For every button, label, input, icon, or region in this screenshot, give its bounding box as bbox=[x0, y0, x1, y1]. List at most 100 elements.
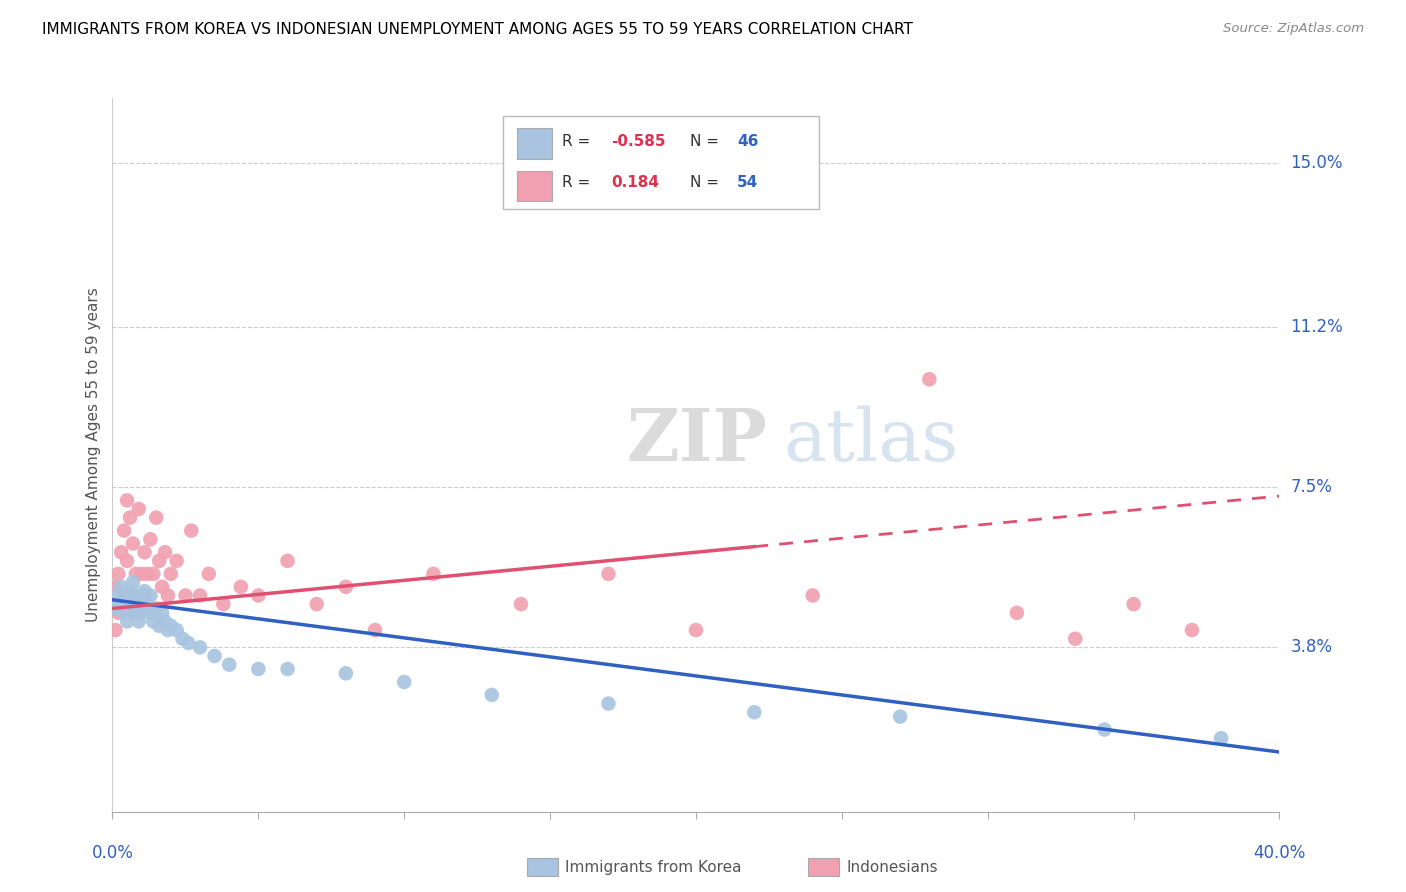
Point bbox=[125, 589, 148, 603]
Text: 3.8%: 3.8% bbox=[1291, 639, 1333, 657]
Text: -0.585: -0.585 bbox=[610, 135, 665, 150]
Point bbox=[197, 566, 219, 581]
Point bbox=[1005, 606, 1028, 620]
Point bbox=[122, 606, 145, 620]
Point bbox=[166, 554, 188, 568]
Point bbox=[1122, 597, 1144, 611]
Point bbox=[364, 623, 387, 637]
Point bbox=[125, 566, 148, 581]
Point bbox=[128, 615, 150, 629]
Point bbox=[742, 705, 765, 719]
Point bbox=[136, 566, 159, 581]
Point bbox=[598, 697, 620, 711]
Point bbox=[1064, 632, 1087, 646]
Y-axis label: Unemployment Among Ages 55 to 59 years: Unemployment Among Ages 55 to 59 years bbox=[86, 287, 101, 623]
Point bbox=[136, 597, 159, 611]
Point bbox=[107, 566, 129, 581]
Point bbox=[134, 601, 156, 615]
Text: Immigrants from Korea: Immigrants from Korea bbox=[565, 860, 742, 874]
Point bbox=[148, 554, 170, 568]
Point bbox=[134, 545, 156, 559]
Point bbox=[685, 623, 707, 637]
Point bbox=[104, 623, 127, 637]
Point bbox=[115, 554, 138, 568]
Point bbox=[112, 592, 135, 607]
Point bbox=[118, 601, 141, 615]
Point bbox=[1181, 623, 1204, 637]
Point bbox=[160, 619, 183, 633]
Point bbox=[115, 597, 138, 611]
Point bbox=[104, 580, 127, 594]
Text: Source: ZipAtlas.com: Source: ZipAtlas.com bbox=[1223, 22, 1364, 36]
Text: IMMIGRANTS FROM KOREA VS INDONESIAN UNEMPLOYMENT AMONG AGES 55 TO 59 YEARS CORRE: IMMIGRANTS FROM KOREA VS INDONESIAN UNEM… bbox=[42, 22, 912, 37]
Text: 54: 54 bbox=[737, 175, 758, 190]
Point bbox=[118, 589, 141, 603]
Point bbox=[128, 597, 150, 611]
Point bbox=[145, 510, 167, 524]
Point bbox=[276, 662, 298, 676]
Point bbox=[335, 666, 357, 681]
Text: 0.184: 0.184 bbox=[610, 175, 659, 190]
Point bbox=[229, 580, 252, 594]
Point bbox=[131, 589, 153, 603]
Point bbox=[889, 709, 911, 723]
Point bbox=[180, 524, 202, 538]
Text: 15.0%: 15.0% bbox=[1291, 154, 1343, 172]
Point bbox=[276, 554, 298, 568]
Text: 7.5%: 7.5% bbox=[1291, 478, 1333, 496]
Text: 11.2%: 11.2% bbox=[1291, 318, 1343, 336]
FancyBboxPatch shape bbox=[503, 116, 818, 209]
Point bbox=[128, 502, 150, 516]
Point bbox=[392, 675, 416, 690]
Point bbox=[247, 589, 270, 603]
Text: atlas: atlas bbox=[783, 405, 959, 476]
Point bbox=[918, 372, 941, 386]
Text: Indonesians: Indonesians bbox=[846, 860, 938, 874]
Point bbox=[801, 589, 824, 603]
Point bbox=[118, 510, 141, 524]
Point bbox=[509, 597, 531, 611]
Point bbox=[177, 636, 200, 650]
Point bbox=[150, 606, 173, 620]
Point bbox=[335, 580, 357, 594]
Point bbox=[212, 597, 235, 611]
Point bbox=[139, 589, 162, 603]
Point bbox=[174, 589, 197, 603]
Point bbox=[305, 597, 328, 611]
Point bbox=[118, 584, 141, 599]
Point bbox=[1209, 731, 1232, 746]
Point bbox=[115, 615, 138, 629]
Point bbox=[131, 597, 153, 611]
Point bbox=[134, 589, 156, 603]
Point bbox=[125, 606, 148, 620]
Text: 46: 46 bbox=[737, 135, 758, 150]
Point bbox=[422, 566, 444, 581]
Point bbox=[188, 640, 211, 655]
Point bbox=[1092, 723, 1115, 737]
Point bbox=[128, 606, 150, 620]
Point bbox=[218, 657, 240, 672]
Point bbox=[110, 580, 132, 594]
Point bbox=[166, 623, 188, 637]
Bar bbox=[517, 128, 553, 159]
Text: R =: R = bbox=[562, 135, 595, 150]
Point bbox=[115, 589, 138, 603]
Point bbox=[481, 688, 503, 702]
Point bbox=[598, 566, 620, 581]
Point bbox=[104, 601, 127, 615]
Point bbox=[188, 589, 211, 603]
Text: ZIP: ZIP bbox=[626, 405, 766, 476]
Point bbox=[107, 597, 129, 611]
Text: N =: N = bbox=[690, 135, 724, 150]
Point bbox=[172, 632, 194, 646]
Point bbox=[131, 606, 153, 620]
Point bbox=[112, 589, 135, 603]
Point bbox=[142, 615, 165, 629]
Text: R =: R = bbox=[562, 175, 600, 190]
Point bbox=[122, 575, 145, 590]
Bar bbox=[517, 171, 553, 202]
Point bbox=[148, 619, 170, 633]
Point bbox=[145, 601, 167, 615]
Point bbox=[131, 566, 153, 581]
Point bbox=[153, 615, 176, 629]
